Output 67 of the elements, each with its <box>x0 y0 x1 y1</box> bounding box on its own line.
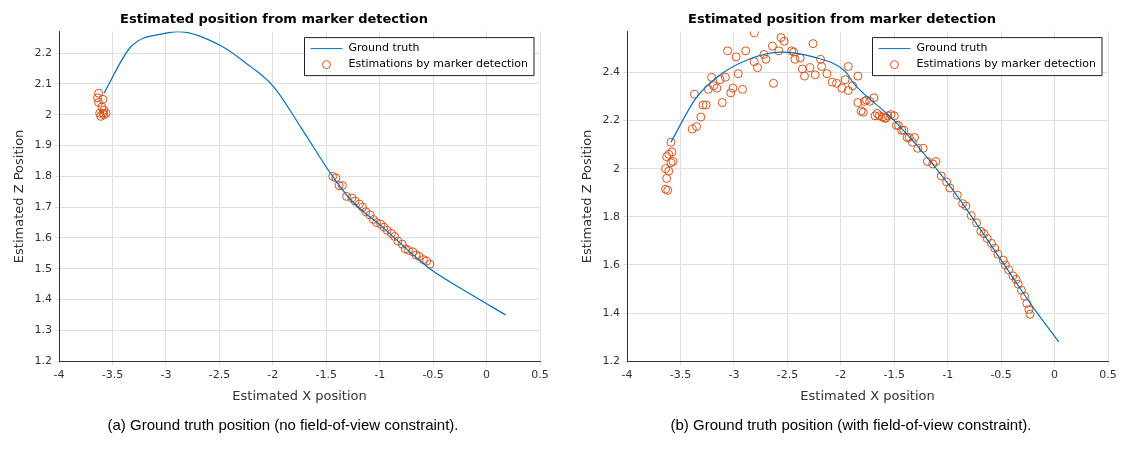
point <box>342 191 352 201</box>
y-tick-label: 1.2 <box>602 354 621 368</box>
y-tick-label: 1.7 <box>34 200 53 214</box>
y-tick-label: 2 <box>45 107 53 121</box>
point <box>371 218 381 228</box>
point <box>400 244 410 254</box>
y-tick-label: 1.6 <box>602 257 621 271</box>
y-tick-label: 2.2 <box>602 113 621 127</box>
point <box>386 228 396 238</box>
point <box>390 231 400 241</box>
y-tick-label: 1.2 <box>34 354 53 368</box>
x-tick-label: -3.5 <box>669 367 692 381</box>
y-tick-label: 1.8 <box>602 209 621 223</box>
y-tick-label: 1.5 <box>34 261 53 275</box>
point <box>94 97 104 107</box>
x-tick-label: -3.5 <box>101 367 124 381</box>
legend-label: Ground truth <box>916 41 988 55</box>
point <box>365 210 375 220</box>
y-tick-label: 2 <box>613 161 621 175</box>
chart-title: Estimated position from marker detection <box>120 11 428 27</box>
x-axis-title: Estimated X position <box>232 387 367 403</box>
y-axis-title: Estimated Z Position <box>11 129 27 264</box>
point <box>404 245 414 255</box>
x-tick-label: -1 <box>374 367 386 381</box>
x-tick-label: -1.5 <box>883 367 905 381</box>
x-tick-label: -3 <box>160 367 172 381</box>
x-tick-label: -2 <box>267 367 279 381</box>
y-tick-label: 1.8 <box>34 169 53 183</box>
y-tick-label: 1.3 <box>34 323 53 337</box>
y-tick-label: 1.6 <box>34 230 53 244</box>
x-tick-label: -0.5 <box>422 367 444 381</box>
y-tick-label: 1.4 <box>602 305 621 319</box>
x-axis-title: Estimated X position <box>800 387 935 403</box>
x-tick-label: -2 <box>835 367 847 381</box>
y-tick-label: 1.4 <box>34 292 53 306</box>
x-tick-label: 0.5 <box>531 367 549 381</box>
y-tick-label: 2.2 <box>34 46 53 60</box>
point <box>393 236 403 246</box>
text: (a) Ground truth position (no field-of-view constraint). <box>106 416 460 433</box>
point <box>368 215 378 224</box>
x-tick-label: 0 <box>483 367 491 381</box>
y-tick-label: 2.1 <box>34 76 53 90</box>
y-axis-title: Estimated Z Position <box>579 129 595 264</box>
legend-label: Estimations by marker detection <box>916 57 1097 71</box>
point <box>354 199 364 209</box>
x-tick-label: -4 <box>53 367 65 381</box>
x-tick-label: 0.5 <box>1099 367 1117 381</box>
x-tick-label: -2.5 <box>776 367 799 381</box>
text: (b) Ground truth position (with field-of-view constraint). <box>669 416 1033 433</box>
legend-label: Ground truth <box>348 41 420 55</box>
x-tick-label: -2.5 <box>208 367 231 381</box>
x-tick-label: 0 <box>1051 367 1059 381</box>
x-tick-label: -4 <box>621 367 633 381</box>
point <box>361 207 371 217</box>
point <box>397 239 407 249</box>
point <box>358 202 368 212</box>
y-tick-label: 1.9 <box>34 138 53 152</box>
point <box>98 94 108 104</box>
x-tick-label: -3 <box>728 367 740 381</box>
x-tick-label: -0.5 <box>990 367 1012 381</box>
x-tick-label: -1 <box>942 367 954 381</box>
legend-label: Estimations by marker detection <box>348 57 529 71</box>
chart-title: Estimated position from marker detection <box>688 11 996 27</box>
y-tick-label: 2.4 <box>602 65 621 79</box>
point <box>93 93 103 103</box>
x-tick-label: -1.5 <box>315 367 337 381</box>
point <box>94 88 104 98</box>
